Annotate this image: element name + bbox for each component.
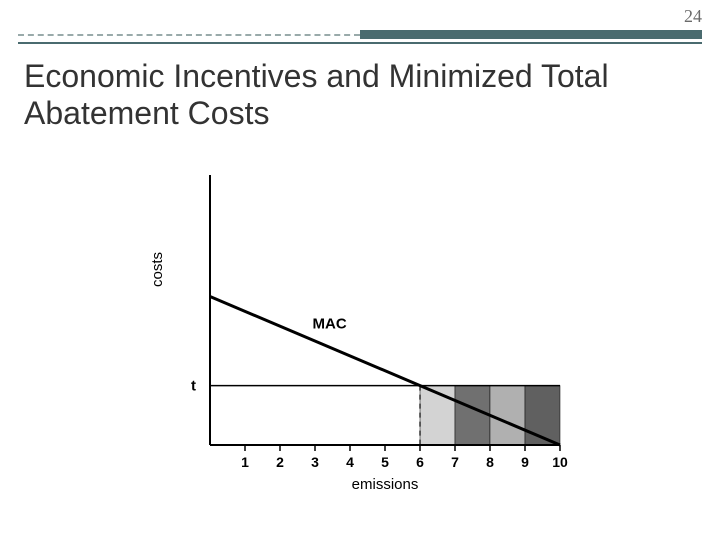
header-rule-thick <box>360 30 702 39</box>
page-number: 24 <box>684 6 702 27</box>
svg-text:10: 10 <box>552 454 568 470</box>
header-rule-thin <box>18 42 702 44</box>
chart-svg: 1 2 3 4 5 6 7 8 9 10 emissions costs t MAC <box>130 165 600 505</box>
page-title: Economic Incentives and Minimized Total … <box>24 58 696 132</box>
svg-text:emissions: emissions <box>352 476 419 493</box>
header-rule-dashed <box>18 34 360 36</box>
svg-text:5: 5 <box>381 454 389 470</box>
mac-chart: 1 2 3 4 5 6 7 8 9 10 emissions costs t MAC <box>130 165 600 505</box>
svg-text:4: 4 <box>346 454 354 470</box>
svg-text:9: 9 <box>521 454 529 470</box>
svg-text:2: 2 <box>276 454 284 470</box>
svg-text:8: 8 <box>486 454 494 470</box>
svg-text:MAC: MAC <box>313 316 347 333</box>
svg-text:3: 3 <box>311 454 319 470</box>
svg-text:7: 7 <box>451 454 459 470</box>
svg-text:costs: costs <box>149 252 166 287</box>
header-rule <box>18 30 702 44</box>
svg-text:t: t <box>191 378 196 395</box>
svg-text:6: 6 <box>416 454 424 470</box>
svg-text:1: 1 <box>241 454 249 470</box>
